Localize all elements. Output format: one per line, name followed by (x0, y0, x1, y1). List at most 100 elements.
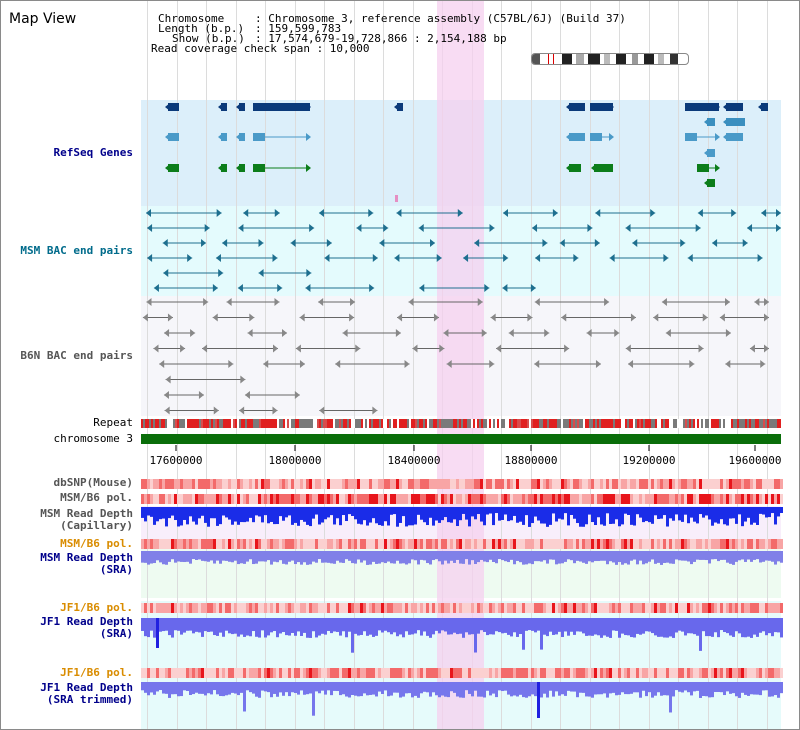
read-depth-bar (771, 551, 774, 562)
repeat-segment (741, 419, 743, 428)
read-depth-bar (177, 551, 180, 562)
polymorphism-cell (447, 603, 450, 613)
read-depth-bar (240, 507, 243, 523)
track-label-b6n-bac[interactable]: B6N BAC end pairs (20, 349, 133, 362)
track-label-dbsnp[interactable]: dbSNP(Mouse) (53, 476, 133, 489)
read-depth-bar (567, 507, 570, 526)
read-depth-bar (525, 551, 528, 565)
repeat-segment (175, 419, 177, 428)
read-depth-bar (219, 507, 222, 525)
read-depth-bar (690, 507, 693, 518)
polymorphism-cell (165, 479, 168, 489)
polymorphism-cell (612, 539, 615, 549)
chromosome-ideogram-icon[interactable] (531, 53, 689, 65)
polymorphism-cell (156, 539, 159, 549)
read-depth-bar (198, 618, 201, 633)
polymorphism-cell (459, 494, 462, 504)
polymorphism-cell (207, 479, 210, 489)
polymorphism-cell (297, 603, 300, 613)
polymorphism-cell (216, 603, 219, 613)
read-depth-bar (165, 618, 168, 631)
repeat-segment (755, 419, 757, 428)
read-depth-bar (294, 682, 297, 694)
read-depth-bar (705, 618, 708, 637)
polymorphism-cell (306, 494, 309, 504)
polymorphism-cell (774, 603, 777, 613)
polymorphism-cell (270, 603, 273, 613)
read-depth-bar (276, 551, 279, 563)
read-depth-bar (345, 551, 348, 560)
polymorphism-cell (708, 539, 711, 549)
read-depth-bar (150, 682, 153, 693)
polymorphism-cell (423, 668, 426, 678)
polymorphism-cell (774, 539, 777, 549)
polymorphism-cell (408, 603, 411, 613)
read-depth-bar (591, 682, 594, 698)
read-depth-bar (447, 618, 450, 635)
track-label-refseq[interactable]: RefSeq Genes (53, 146, 133, 159)
track-label-msm-depth-sra[interactable]: MSM Read Depth (SRA) (40, 551, 133, 576)
polymorphism-cell (678, 668, 681, 678)
polymorphism-cell (372, 603, 375, 613)
read-depth-bar (261, 682, 264, 691)
polymorphism-cell (369, 668, 372, 678)
track-label-jf1-b6-pol-2[interactable]: JF1/B6 pol. (60, 666, 133, 679)
bac-end-arrow-icon (439, 344, 445, 353)
read-depth-bar (489, 551, 492, 560)
track-label-jf1-depth-trimmed[interactable]: JF1 Read Depth (SRA trimmed) (40, 681, 133, 706)
polymorphism-cell (168, 603, 171, 613)
read-depth-bar (234, 618, 237, 634)
polymorphism-cell (759, 479, 762, 489)
polymorphism-cell (264, 668, 267, 678)
polymorphism-cell (621, 494, 624, 504)
read-depth-bar (747, 618, 750, 637)
polymorphism-cell (324, 494, 327, 504)
polymorphism-cell (333, 494, 336, 504)
read-depth-bar (456, 507, 459, 527)
read-depth-bar (519, 618, 522, 635)
track-label-msm-b6-pol-1[interactable]: MSM/B6 pol. (60, 491, 133, 504)
track-label-msm-b6-pol-2[interactable]: MSM/B6 pol. (60, 537, 133, 550)
track-label-msm-bac[interactable]: MSM BAC end pairs (20, 244, 133, 257)
polymorphism-cell (321, 539, 324, 549)
read-depth-bar (339, 682, 342, 696)
repeat-segment (429, 419, 431, 428)
read-depth-bar (684, 682, 687, 691)
polymorphism-cell (222, 668, 225, 678)
read-depth-bar (741, 507, 744, 527)
repeat-segment (493, 419, 495, 428)
polymorphism-cell (765, 479, 768, 489)
read-depth-bar (258, 618, 261, 638)
polymorphism-cell (393, 603, 396, 613)
read-depth-bar (753, 507, 756, 523)
polymorphism-cell (411, 603, 414, 613)
polymorphism-cell (579, 668, 582, 678)
polymorphism-cell (522, 603, 525, 613)
read-depth-bar (768, 682, 771, 697)
repeat-segment (345, 419, 347, 428)
axis-tick-label: 18800000 (504, 454, 558, 467)
polymorphism-cell (708, 479, 711, 489)
polymorphism-cell (702, 479, 705, 489)
read-depth-bar (165, 507, 168, 527)
repeat-segment (519, 419, 521, 428)
repeat-segment (609, 419, 611, 428)
read-depth-bar (291, 507, 294, 525)
track-label-jf1-b6-pol-1[interactable]: JF1/B6 pol. (60, 601, 133, 614)
track-label-msm-depth-capillary[interactable]: MSM Read Depth (Capillary) (40, 507, 133, 532)
polymorphism-cell (153, 479, 156, 489)
repeat-segment (541, 419, 543, 428)
read-depth-bar (594, 551, 597, 562)
read-depth-bar (255, 507, 258, 516)
read-depth-bar (618, 507, 621, 527)
read-depth-bar (714, 618, 717, 633)
read-depth-bar (777, 551, 780, 562)
polymorphism-cell (567, 603, 570, 613)
track-label-jf1-depth-sra[interactable]: JF1 Read Depth (SRA) (40, 615, 133, 640)
polymorphism-cell (360, 603, 363, 613)
polymorphism-cell (483, 479, 486, 489)
repeat-segment (749, 419, 751, 428)
read-depth-bar (339, 618, 342, 636)
read-depth-bar (663, 682, 666, 696)
